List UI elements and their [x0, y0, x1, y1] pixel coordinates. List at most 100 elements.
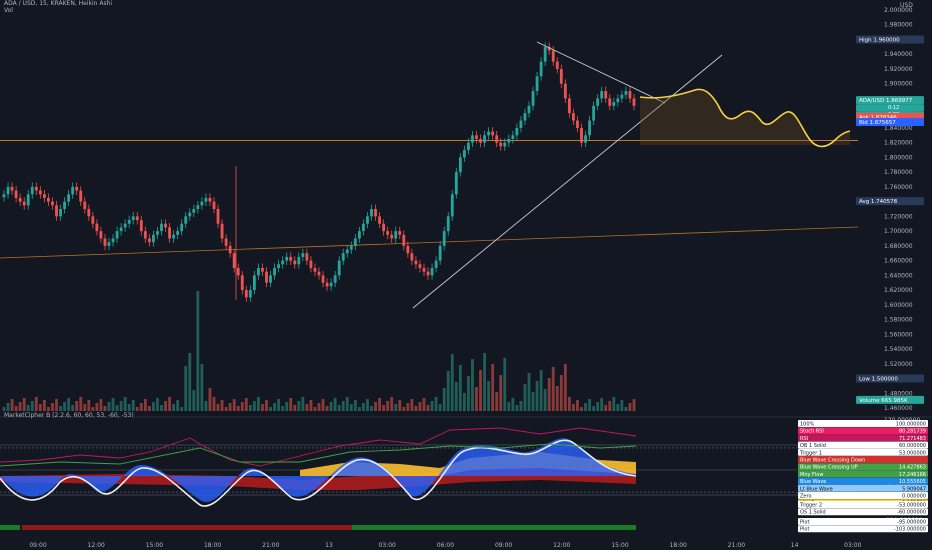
volume-bar	[370, 406, 373, 411]
candle-body	[535, 76, 539, 92]
trend-bar	[22, 525, 352, 530]
candle-body	[370, 209, 373, 217]
candle-body	[527, 105, 531, 114]
volume-bar	[240, 402, 244, 411]
candle-body	[600, 91, 604, 99]
candle-body	[103, 238, 107, 246]
oscillator-label-value: 17.246166	[899, 472, 926, 478]
candle-body	[192, 209, 196, 213]
volume-bar	[204, 401, 208, 411]
candle-body	[38, 190, 42, 195]
volume-bar	[252, 401, 256, 411]
volume-bar	[374, 402, 377, 411]
volume-bar	[313, 407, 317, 411]
price-label-tag	[856, 35, 924, 44]
time-axis-tick: 21:00	[262, 542, 279, 549]
volume-bar	[47, 407, 50, 411]
candle-body	[539, 61, 543, 77]
volume-bar	[333, 398, 337, 411]
sloped-support-line	[0, 226, 859, 259]
candle-body	[592, 105, 596, 121]
volume-bar	[281, 406, 285, 411]
candle-body	[519, 120, 523, 128]
price-label-text: High 1.960000	[859, 37, 900, 43]
candle-body	[503, 142, 507, 147]
volume-bar	[59, 406, 62, 411]
oscillator-title: MarketCipher B (2.2.6, 60, 60, 53, -60, …	[4, 412, 134, 419]
volume-bar	[341, 401, 345, 411]
volume-bar	[143, 399, 147, 411]
volume-bar	[196, 291, 200, 411]
oscillator-label-value: -103.000000	[894, 527, 926, 533]
oscillator-label-tag	[798, 456, 928, 463]
time-axis-tick: 15:00	[146, 542, 163, 549]
time-axis-tick: 09:00	[495, 542, 512, 549]
candle-body	[620, 94, 624, 99]
volume-bar	[212, 397, 216, 411]
candle-body	[59, 209, 62, 217]
stoch-rsi-line	[0, 443, 637, 467]
candle-body	[51, 201, 54, 206]
oscillator-label-name: Stoch RSI	[800, 429, 824, 435]
volume-bar	[38, 404, 42, 411]
volume-bar	[551, 367, 555, 411]
candle-body	[491, 131, 495, 136]
volume-bar	[511, 398, 515, 411]
volume-bar	[269, 407, 272, 411]
trend-bar	[0, 525, 20, 530]
candle-body	[353, 238, 357, 246]
candle-body	[244, 290, 248, 298]
volume-bar	[107, 402, 111, 411]
volume-bar	[487, 381, 491, 411]
volume-bar	[329, 402, 333, 411]
volume-bar	[410, 399, 414, 411]
candle-body	[438, 245, 442, 261]
volume-bar	[458, 365, 462, 411]
candle-body	[430, 267, 434, 276]
candle-body	[147, 238, 151, 243]
volume-bar	[317, 403, 321, 411]
light-blue-wave-line	[0, 439, 637, 507]
volume-bar	[14, 406, 18, 411]
candle-body	[479, 138, 482, 143]
volume-bar	[160, 405, 163, 411]
volume-bar	[168, 397, 171, 411]
candle-body	[337, 260, 341, 276]
candle-body	[555, 61, 559, 69]
oscillator-label-value: 5.909047	[902, 486, 926, 492]
candle-body	[47, 197, 50, 202]
candle-body	[483, 135, 486, 143]
price-axis-tick: 1.760000	[884, 184, 913, 191]
volume-bar	[236, 406, 240, 411]
volume-bar	[499, 375, 503, 411]
volume-bar	[612, 397, 616, 411]
descending-trend-line	[536, 41, 666, 104]
price-label-tag	[856, 374, 924, 383]
oscillator-label-tag	[798, 420, 928, 427]
candle-body	[297, 256, 301, 265]
volume-bar	[297, 401, 301, 411]
candle-body	[414, 260, 418, 265]
oscillator-label-tag	[798, 448, 928, 456]
time-axis-tick: 14	[791, 542, 799, 549]
volume-bar	[115, 405, 119, 411]
oscillator-label-tag	[798, 441, 928, 449]
volume-bar	[127, 404, 131, 411]
candle-body	[531, 91, 535, 106]
candle-body	[596, 98, 600, 106]
volume-bar	[543, 389, 547, 411]
volume-bar	[471, 359, 474, 411]
candle-body	[608, 98, 612, 106]
oscillator-label-name: Blue Wave Crossing Down	[800, 458, 865, 464]
candle-body	[386, 231, 390, 235]
candle-body	[357, 231, 361, 239]
candle-body	[123, 223, 127, 228]
volume-bar	[584, 403, 587, 411]
volume-bar	[588, 399, 591, 411]
price-label-tag	[856, 96, 924, 105]
candle-body	[604, 91, 608, 99]
candle-body	[248, 290, 252, 298]
price-label-tag	[856, 395, 924, 404]
volume-bar	[55, 399, 58, 411]
